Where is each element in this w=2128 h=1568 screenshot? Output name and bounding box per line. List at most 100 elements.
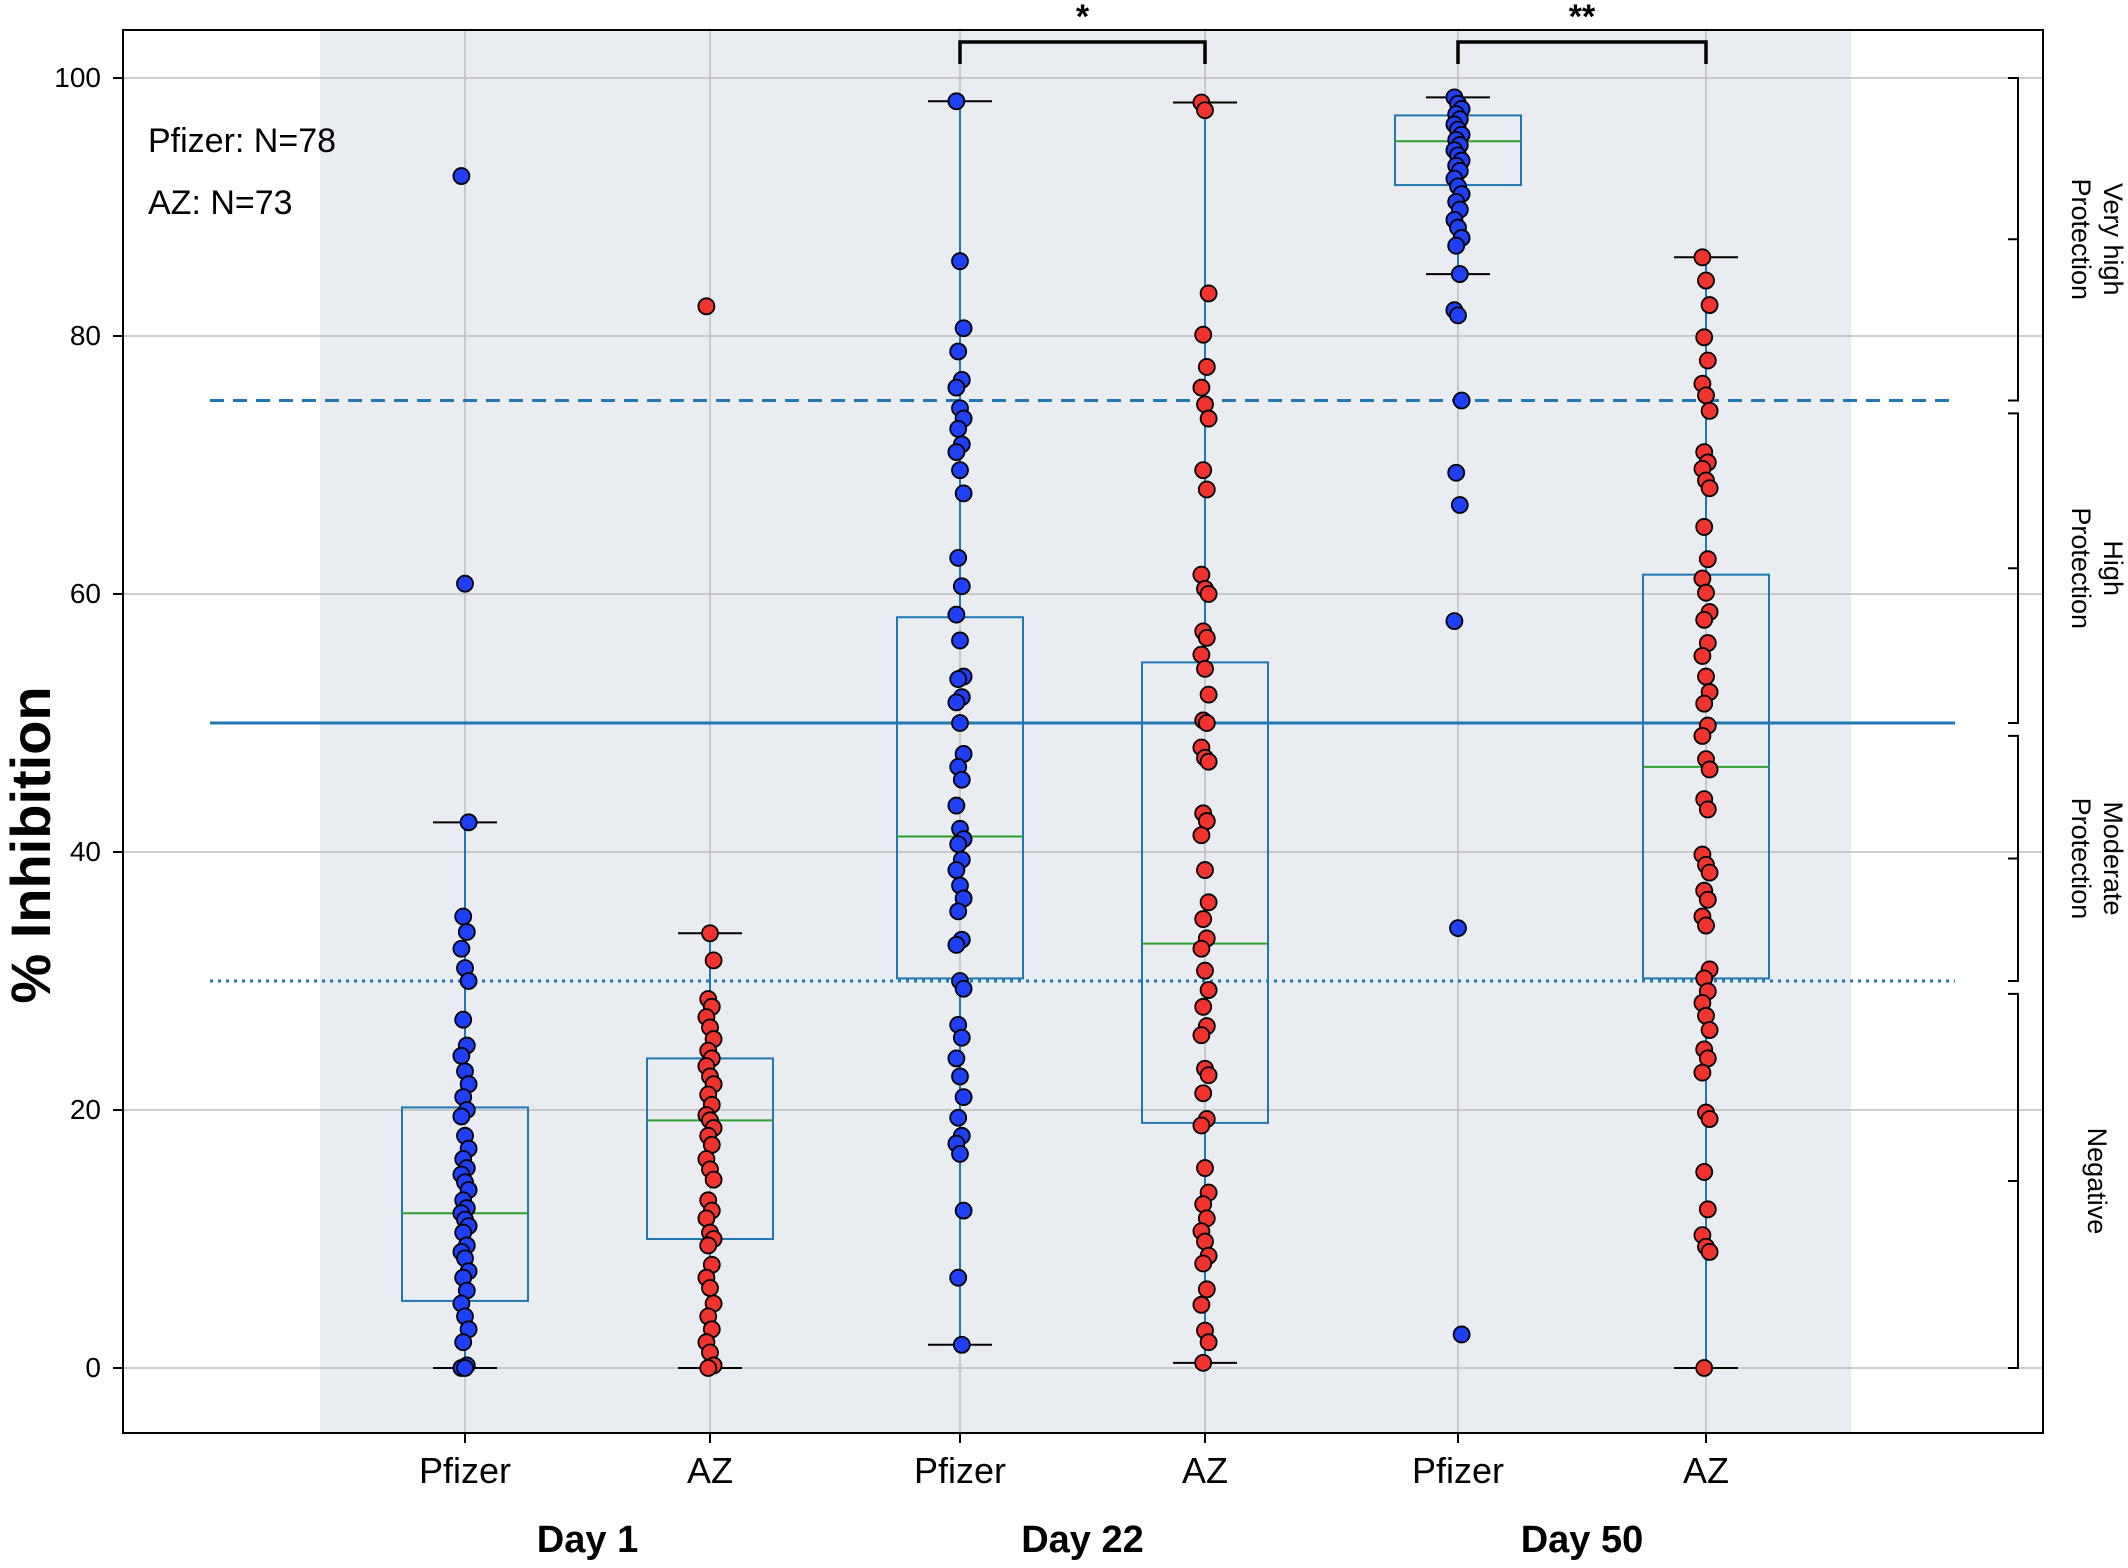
data-point — [1700, 401, 1719, 420]
data-point — [459, 813, 478, 832]
data-point — [701, 1279, 719, 1297]
data-point — [704, 951, 723, 970]
data-point — [1197, 628, 1216, 647]
data-point — [1700, 863, 1719, 882]
data-point — [1700, 1021, 1719, 1039]
protection-label: Very highProtection — [2066, 178, 2128, 300]
data-point — [1698, 800, 1717, 819]
data-point — [954, 484, 973, 503]
data-point — [1450, 265, 1469, 283]
data-point — [1700, 1110, 1719, 1128]
x-tick-label: Pfizer — [419, 1450, 511, 1491]
data-point — [704, 1170, 723, 1189]
data-point — [1194, 1254, 1213, 1273]
data-point — [949, 1108, 968, 1127]
data-point — [1700, 479, 1719, 498]
day-bands — [320, 30, 1851, 1433]
protection-levels: Very highProtectionHighProtectionModerat… — [2008, 77, 2128, 1369]
day-band — [1313, 30, 1851, 1433]
data-point — [452, 1107, 471, 1126]
data-points — [452, 88, 1719, 1377]
data-point — [457, 923, 476, 941]
y-tick-label: 60 — [70, 578, 101, 609]
plot-frame — [122, 29, 2044, 1434]
data-point — [947, 935, 966, 954]
data-point — [454, 1333, 473, 1352]
data-point — [1194, 997, 1213, 1016]
significance-bracket — [958, 40, 1207, 64]
data-point — [949, 419, 968, 438]
protection-label-line: Very high — [2098, 183, 2128, 296]
y-tick-label: 0 — [85, 1352, 101, 1383]
data-point — [1194, 325, 1213, 344]
sample-size-text: AZ: N=73 — [148, 184, 293, 222]
data-point — [1700, 296, 1719, 314]
data-point — [1197, 714, 1216, 732]
x-tick-label: AZ — [1683, 1450, 1729, 1491]
data-point — [1192, 939, 1211, 958]
data-point — [1695, 1359, 1714, 1377]
data-point — [1693, 248, 1712, 267]
protection-label-line: Protection — [2066, 178, 2096, 300]
protection-brace — [2008, 992, 2019, 1369]
data-point — [1697, 916, 1715, 935]
protection-label-line: Moderate — [2098, 801, 2128, 915]
data-point — [951, 631, 969, 650]
data-point — [954, 979, 973, 998]
data-point — [1697, 667, 1715, 686]
data-point — [1197, 480, 1216, 499]
data-point — [951, 461, 969, 480]
data-point — [947, 92, 966, 111]
data-point — [1194, 910, 1213, 928]
data-point — [701, 924, 719, 943]
data-point — [1697, 583, 1715, 602]
data-point — [1697, 271, 1715, 290]
sample-size-text: Pfizer: N=78 — [148, 122, 336, 160]
data-point — [1196, 961, 1214, 980]
y-tick-label: 80 — [70, 320, 101, 351]
significance-label: ** — [1569, 0, 1596, 36]
data-point — [452, 1046, 471, 1065]
data-point — [1192, 1295, 1211, 1314]
data-point — [1693, 647, 1712, 665]
data-point — [947, 378, 966, 397]
data-point — [949, 1268, 968, 1287]
data-point — [1199, 1333, 1218, 1352]
protection-label-line: Protection — [2066, 798, 2096, 920]
data-point — [1197, 358, 1216, 376]
data-point — [1447, 463, 1466, 482]
data-point — [1697, 386, 1715, 405]
data-point — [1449, 306, 1467, 325]
day-labels: Day 1 Day 22 Day 50 — [537, 1519, 1643, 1561]
data-point — [1695, 518, 1714, 536]
data-point — [1192, 1116, 1211, 1135]
day-band — [815, 30, 1350, 1433]
data-point — [1192, 826, 1211, 845]
data-point — [952, 770, 971, 789]
y-tick-label: 20 — [70, 1094, 101, 1125]
day-label: Day 50 — [1521, 1519, 1644, 1561]
data-point — [947, 443, 966, 462]
protection-label: HighProtection — [2066, 507, 2128, 629]
data-point — [952, 577, 971, 596]
data-point — [1449, 919, 1467, 938]
x-tick-label: AZ — [687, 1450, 733, 1491]
protection-label-line: Protection — [2066, 507, 2096, 629]
data-point — [947, 796, 966, 815]
data-point — [456, 574, 474, 593]
day-label: Day 1 — [537, 1519, 638, 1561]
x-tick-label: Pfizer — [914, 1450, 1006, 1491]
significance-label: * — [1076, 0, 1090, 36]
protection-label-line: Negative — [2082, 1128, 2112, 1235]
data-point — [947, 1049, 966, 1068]
data-point — [1196, 1159, 1214, 1177]
data-point — [947, 605, 966, 624]
x-axis-ticks: Pfizer AZ Pfizer AZ Pfizer AZ — [419, 1433, 1729, 1491]
data-point — [952, 1335, 971, 1354]
data-point — [1199, 1066, 1218, 1085]
data-point — [452, 939, 471, 958]
data-point — [954, 1201, 973, 1220]
x-tick-label: Pfizer — [1412, 1450, 1504, 1491]
data-point — [456, 1359, 474, 1377]
data-point — [1698, 351, 1717, 370]
